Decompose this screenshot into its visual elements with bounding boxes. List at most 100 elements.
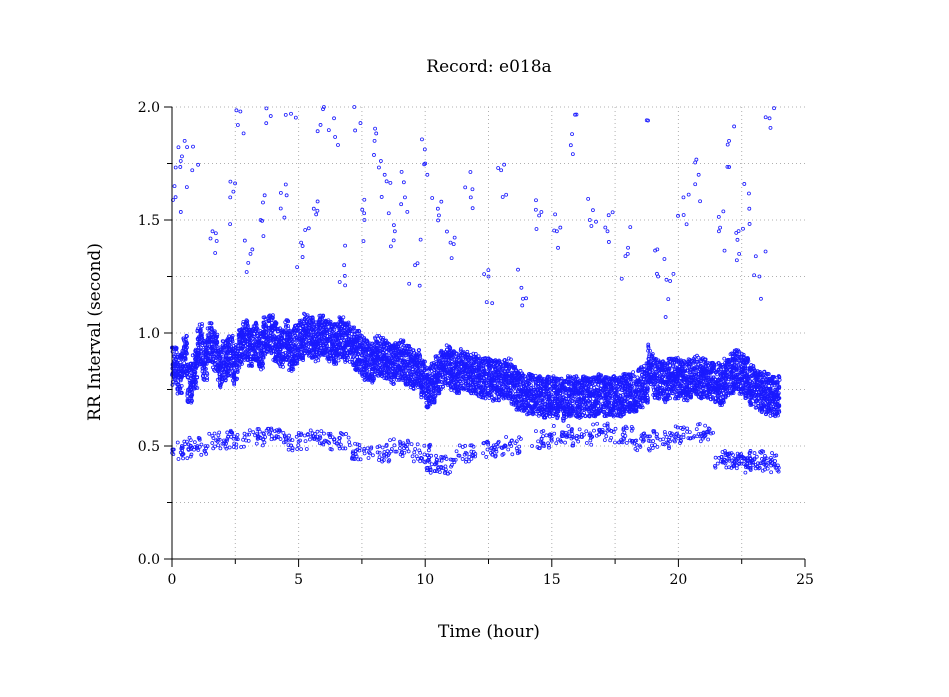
data-point xyxy=(235,370,240,374)
data-point xyxy=(236,343,241,348)
data-point xyxy=(199,332,203,337)
data-point xyxy=(255,327,260,331)
data-point xyxy=(230,334,235,338)
data-point xyxy=(232,382,237,387)
data-point xyxy=(177,375,181,379)
data-point xyxy=(223,378,228,383)
data-point xyxy=(176,362,180,367)
data-point xyxy=(184,333,189,338)
data-point xyxy=(213,358,218,362)
data-point xyxy=(197,336,202,340)
data-point xyxy=(221,350,225,354)
data-point xyxy=(250,364,254,368)
data-point xyxy=(253,322,258,326)
data-point xyxy=(313,359,318,364)
data-point xyxy=(201,377,206,382)
data-point xyxy=(227,363,231,367)
data-point xyxy=(180,391,184,395)
data-point xyxy=(183,342,188,347)
data-point xyxy=(216,351,220,355)
data-point xyxy=(181,338,186,342)
data-point xyxy=(207,325,212,330)
data-point xyxy=(181,336,186,341)
data-point xyxy=(226,336,231,341)
data-point xyxy=(173,377,178,382)
data-point xyxy=(230,337,235,342)
data-point xyxy=(172,358,177,363)
data-point xyxy=(188,368,193,372)
data-point xyxy=(444,343,449,348)
data-point xyxy=(252,332,256,336)
data-point xyxy=(198,345,203,350)
data-point xyxy=(181,350,186,355)
data-point xyxy=(246,329,251,334)
data-point xyxy=(185,371,190,376)
data-point xyxy=(176,370,181,374)
data-point xyxy=(212,341,217,346)
data-point xyxy=(190,392,195,397)
data-point xyxy=(224,354,229,359)
data-point xyxy=(193,362,198,367)
data-point xyxy=(225,351,230,355)
data-point xyxy=(195,341,200,346)
data-point xyxy=(254,343,259,348)
data-point xyxy=(233,376,237,381)
data-point xyxy=(234,346,239,351)
data-point xyxy=(214,336,219,341)
data-point xyxy=(208,350,213,355)
data-point xyxy=(242,351,247,355)
data-point xyxy=(251,334,256,339)
data-point xyxy=(210,352,215,357)
data-point xyxy=(175,391,180,396)
data-point xyxy=(190,364,195,369)
data-point xyxy=(242,326,247,331)
data-point xyxy=(226,372,231,377)
data-point xyxy=(221,346,226,350)
data-point xyxy=(236,358,241,363)
data-point xyxy=(185,334,189,339)
data-point xyxy=(177,387,182,391)
data-point xyxy=(205,326,210,331)
data-point xyxy=(195,375,200,379)
data-point xyxy=(240,361,244,366)
data-point xyxy=(170,363,175,367)
data-point xyxy=(185,394,190,398)
data-point xyxy=(220,339,225,344)
data-point xyxy=(251,347,256,352)
data-point xyxy=(186,375,191,379)
data-point xyxy=(246,333,251,338)
data-point xyxy=(185,351,189,356)
data-point xyxy=(196,343,200,348)
data-point xyxy=(196,359,200,363)
data-point xyxy=(198,327,203,332)
data-point xyxy=(201,371,206,376)
data-point xyxy=(201,341,205,346)
data-point xyxy=(175,382,180,387)
data-point xyxy=(200,322,204,326)
data-point xyxy=(170,349,175,354)
data-point xyxy=(211,359,215,364)
data-point xyxy=(183,357,188,362)
data-point xyxy=(178,360,183,365)
data-point xyxy=(241,345,246,349)
data-point xyxy=(206,340,211,344)
data-point xyxy=(253,329,258,333)
data-point xyxy=(200,356,205,360)
data-point xyxy=(231,372,236,377)
data-point xyxy=(214,334,218,339)
data-point xyxy=(207,335,212,340)
data-point xyxy=(242,333,247,337)
data-point xyxy=(235,368,240,373)
data-point xyxy=(182,361,187,366)
data-point xyxy=(207,333,211,338)
data-point xyxy=(211,347,215,352)
data-point xyxy=(256,354,261,359)
data-point xyxy=(220,373,225,377)
data-point xyxy=(251,355,256,359)
data-point xyxy=(237,340,242,345)
data-point xyxy=(242,358,247,362)
data-point xyxy=(215,340,220,345)
data-point xyxy=(259,367,263,372)
data-point xyxy=(227,347,231,352)
data-point xyxy=(224,369,229,374)
